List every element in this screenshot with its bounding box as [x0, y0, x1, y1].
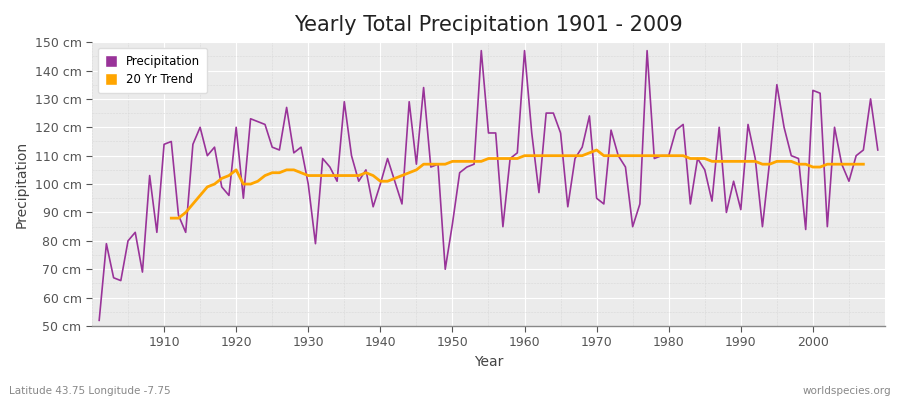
20 Yr Trend: [166, 216, 176, 220]
20 Yr Trend: [706, 159, 717, 164]
X-axis label: Year: Year: [473, 355, 503, 369]
Title: Yearly Total Precipitation 1901 - 2009: Yearly Total Precipitation 1901 - 2009: [294, 15, 683, 35]
Legend: Precipitation, 20 Yr Trend: Precipitation, 20 Yr Trend: [98, 48, 207, 93]
Text: Latitude 43.75 Longitude -7.75: Latitude 43.75 Longitude -7.75: [9, 386, 171, 396]
Precipitation: [526, 130, 537, 135]
Precipitation: [613, 153, 624, 158]
20 Yr Trend: [512, 156, 523, 161]
20 Yr Trend: [346, 173, 357, 178]
20 Yr Trend: [187, 202, 198, 206]
Line: 20 Yr Trend: 20 Yr Trend: [171, 150, 863, 218]
20 Yr Trend: [216, 176, 227, 181]
20 Yr Trend: [858, 162, 868, 166]
Precipitation: [151, 230, 162, 235]
Precipitation: [354, 179, 364, 184]
Precipitation: [872, 148, 883, 152]
Line: Precipitation: Precipitation: [99, 51, 878, 320]
Precipitation: [94, 318, 104, 323]
20 Yr Trend: [562, 153, 573, 158]
20 Yr Trend: [591, 148, 602, 152]
Precipitation: [476, 48, 487, 53]
Text: worldspecies.org: worldspecies.org: [803, 386, 891, 396]
Y-axis label: Precipitation: Precipitation: [15, 140, 29, 228]
Precipitation: [310, 241, 321, 246]
Precipitation: [519, 48, 530, 53]
